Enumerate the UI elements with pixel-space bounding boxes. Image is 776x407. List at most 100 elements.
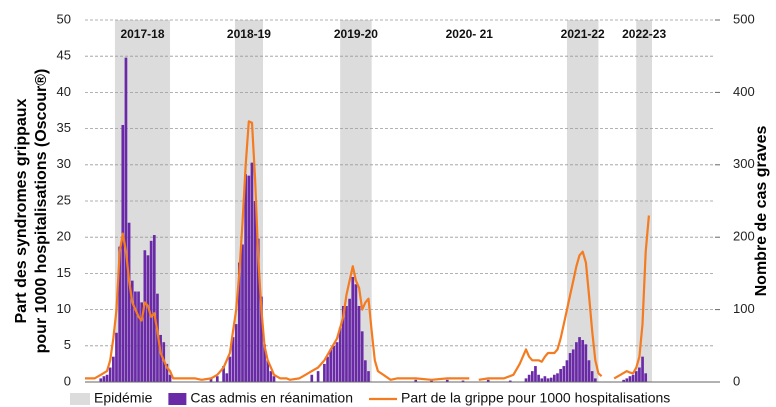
bar [549,377,553,382]
bar [329,349,333,382]
bar [168,374,172,382]
bar [112,356,115,382]
bar [486,379,490,382]
bar [565,360,569,382]
y-tick-label: 0 [64,373,71,388]
bar [253,201,257,382]
bar [326,356,329,382]
bar [508,380,512,382]
legend-swatch [70,393,90,405]
y2-tick-label: 0 [733,373,740,388]
bar [269,371,273,382]
y-tick-label: 25 [57,192,71,207]
bar [130,280,134,382]
epidemic-band [636,20,652,382]
band-label: 2022-23 [622,27,666,41]
y-tick-label: 15 [57,265,71,280]
bar [537,374,540,382]
bar [625,378,629,382]
bar [584,344,588,382]
bar [225,373,229,382]
line [85,120,650,381]
bar [527,374,531,382]
bands [114,20,652,382]
bar [571,349,575,382]
bar [360,331,364,382]
bar [234,324,238,382]
bar [222,366,225,382]
bar [348,298,351,382]
bar [543,376,547,382]
bar [644,373,648,382]
bar [209,378,213,382]
band-label: 2018-19 [227,27,271,41]
bar [152,235,156,382]
bar [622,379,625,382]
bar [631,374,635,382]
bar [124,57,128,382]
legend-label: Epidémie [94,390,153,406]
bar [137,291,140,382]
bar [634,371,638,382]
bar [638,367,641,382]
y2-axis-title: Nombre de cas graves [753,126,770,297]
bar [641,356,644,382]
bar [575,342,578,382]
bar [316,371,320,382]
y-axis-title: Part des syndromes grippaux [13,98,30,323]
y2-tick-label: 300 [733,156,755,171]
bar [165,363,169,382]
y-tick-label: 20 [57,229,71,244]
bar [159,334,162,382]
bar [263,344,266,382]
bar [354,284,358,382]
band-label: 2019-20 [334,27,378,41]
bar [146,255,150,382]
bar [581,340,585,382]
y2-tick-label: 100 [733,301,755,316]
bar [540,378,544,382]
bar [241,244,244,382]
bar [310,374,314,382]
y-tick-label: 30 [57,156,71,171]
bar [587,360,591,382]
bar [534,366,537,382]
grid [85,19,715,383]
bar [102,376,106,382]
bar [99,378,103,382]
bar [260,296,263,382]
bar [461,380,465,382]
bar [430,380,433,382]
bar [345,305,348,382]
bar [364,360,367,382]
bar [118,246,121,382]
bar [266,360,270,382]
bar [250,162,254,382]
bar [272,376,276,382]
y-tick-label: 10 [57,301,71,316]
bar [323,363,326,382]
legend-label: Cas admis en réanimation [190,390,353,406]
bar [105,374,109,382]
bar [115,332,118,382]
bar [367,371,370,382]
bar [121,124,125,382]
bar [247,175,251,382]
bar [556,373,559,382]
bar [559,368,562,382]
bar [341,305,345,382]
bar [140,302,144,382]
bar [568,353,572,382]
bar [231,337,235,382]
bar [228,356,232,382]
bar [593,378,597,382]
bar [108,367,112,382]
y-tick-label: 40 [57,84,71,99]
y2-tick-label: 200 [733,229,755,244]
y2-tick-label: 400 [733,84,755,99]
y-tick-label: 45 [57,48,71,63]
band-label: 2021-22 [561,27,605,41]
bar [256,238,260,382]
y-tick-label: 35 [57,120,71,135]
